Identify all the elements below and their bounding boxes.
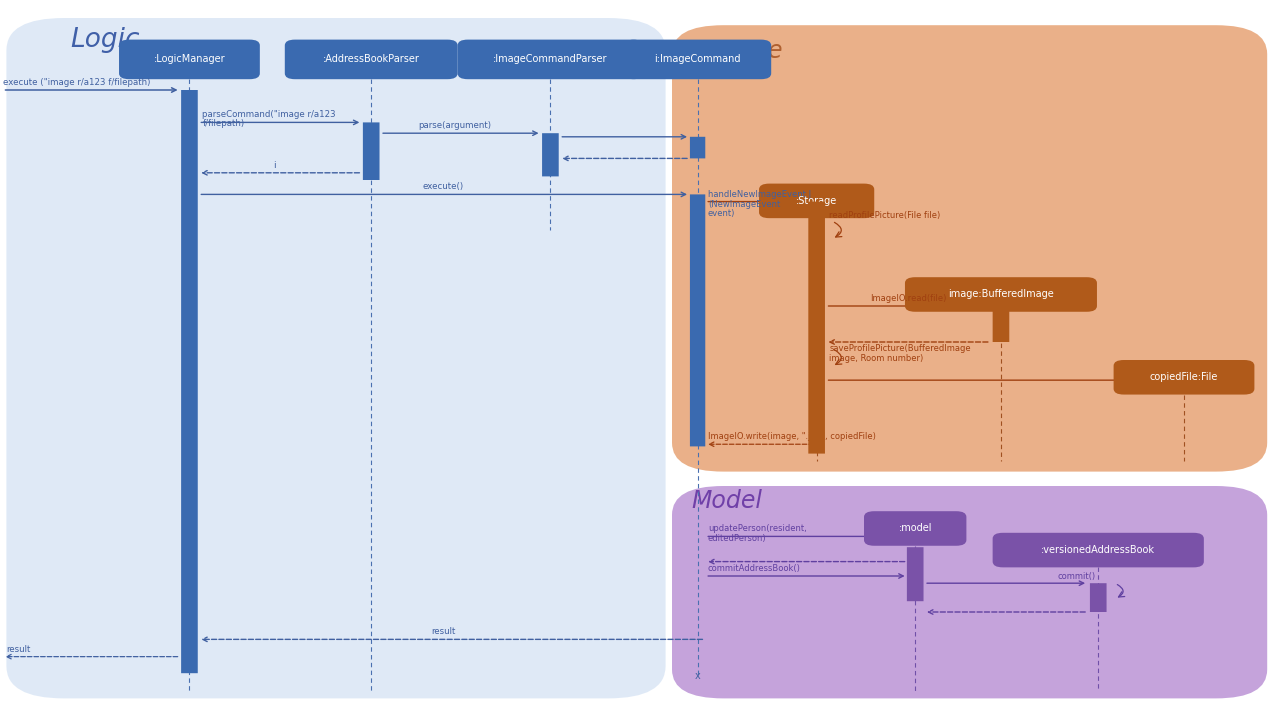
Text: execute(): execute() [422, 182, 465, 192]
Text: handleNewImageEvent |: handleNewImageEvent | [708, 190, 812, 199]
FancyBboxPatch shape [6, 18, 666, 698]
FancyBboxPatch shape [119, 40, 260, 79]
Text: parse(argument): parse(argument) [417, 121, 492, 130]
FancyBboxPatch shape [905, 277, 1097, 312]
Text: event): event) [708, 209, 735, 218]
Text: :LogicManager: :LogicManager [154, 55, 225, 64]
FancyBboxPatch shape [809, 202, 826, 454]
Text: Logic: Logic [70, 27, 140, 53]
Text: updatePerson(resident,: updatePerson(resident, [708, 524, 806, 534]
FancyBboxPatch shape [543, 133, 559, 176]
FancyBboxPatch shape [993, 533, 1203, 567]
Text: result: result [431, 627, 456, 636]
Text: commit(): commit() [1057, 572, 1096, 581]
Text: readProfilePicture(File file): readProfilePicture(File file) [829, 211, 941, 220]
Text: execute ("image r/a123 f/filepath): execute ("image r/a123 f/filepath) [3, 78, 150, 87]
Text: :model: :model [899, 523, 932, 534]
Text: ImageIO.write(image, ".jpg", copiedFile): ImageIO.write(image, ".jpg", copiedFile) [708, 432, 876, 441]
FancyBboxPatch shape [364, 122, 379, 180]
Text: copiedFile:File: copiedFile:File [1149, 372, 1219, 382]
FancyBboxPatch shape [182, 90, 197, 673]
Text: Model: Model [691, 489, 762, 513]
FancyBboxPatch shape [625, 40, 771, 79]
FancyBboxPatch shape [864, 511, 966, 546]
FancyBboxPatch shape [690, 194, 705, 446]
FancyBboxPatch shape [284, 40, 458, 79]
FancyBboxPatch shape [672, 486, 1267, 698]
FancyBboxPatch shape [1091, 583, 1106, 612]
Text: result: result [6, 644, 31, 654]
FancyBboxPatch shape [672, 25, 1267, 472]
FancyBboxPatch shape [993, 306, 1010, 342]
FancyBboxPatch shape [759, 184, 874, 218]
Text: :Storage: :Storage [796, 196, 837, 206]
Text: parseCommand("image r/a123: parseCommand("image r/a123 [202, 109, 335, 119]
Text: image:BufferedImage: image:BufferedImage [948, 289, 1053, 300]
Text: :ImageCommandParser: :ImageCommandParser [493, 55, 608, 64]
Text: saveProfilePicture(BufferedImage: saveProfilePicture(BufferedImage [829, 344, 972, 354]
Text: image, Room number): image, Room number) [829, 354, 924, 363]
Text: ImageIO.read(file): ImageIO.read(file) [870, 294, 947, 303]
FancyBboxPatch shape [458, 40, 643, 79]
Text: f/filepath): f/filepath) [202, 119, 244, 128]
Text: (NewImageEvent: (NewImageEvent [708, 199, 780, 209]
FancyBboxPatch shape [1114, 360, 1254, 395]
Text: Storage: Storage [691, 39, 783, 63]
Text: editedPerson): editedPerson) [708, 534, 767, 543]
Text: commitAddressBook(): commitAddressBook() [708, 564, 801, 573]
Text: :AddressBookParser: :AddressBookParser [323, 55, 420, 64]
Text: i:ImageCommand: i:ImageCommand [654, 55, 741, 64]
FancyBboxPatch shape [906, 547, 924, 601]
Text: i: i [273, 161, 275, 170]
Text: :versionedAddressBook: :versionedAddressBook [1041, 545, 1156, 555]
Text: x: x [695, 671, 700, 681]
FancyBboxPatch shape [690, 137, 705, 158]
